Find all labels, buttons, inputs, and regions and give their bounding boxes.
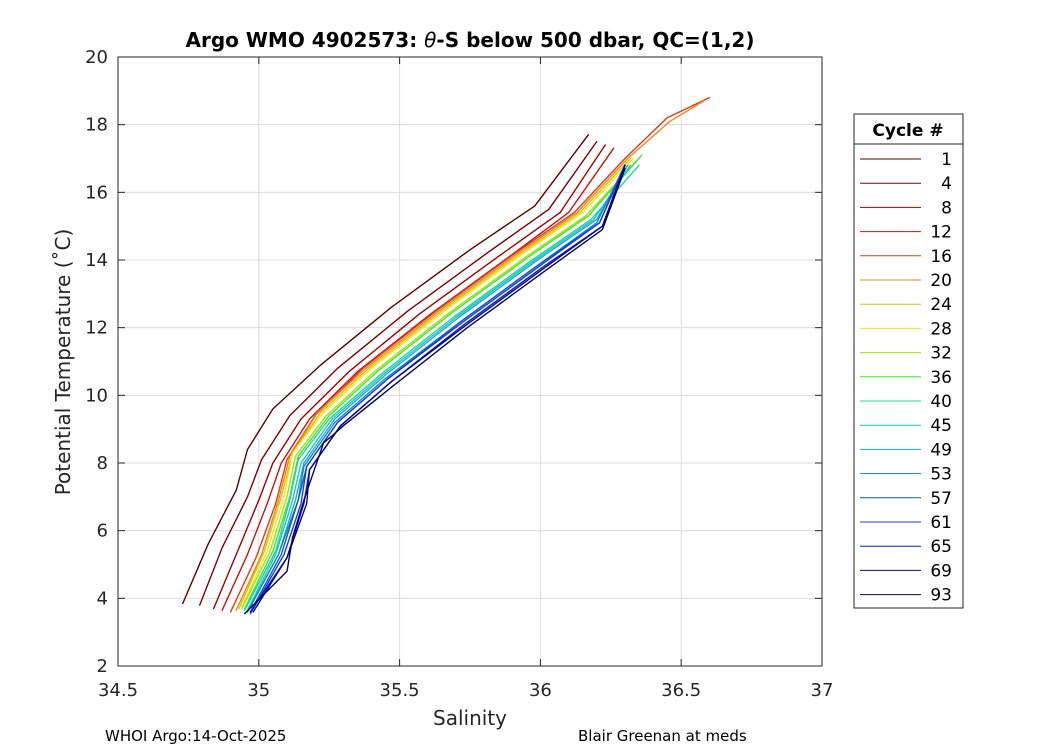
grid [117, 56, 823, 667]
legend-label-cycle-4: 4 [941, 174, 952, 194]
legend-label-cycle-57: 57 [930, 489, 952, 509]
legend-label-cycle-16: 16 [930, 247, 952, 267]
x-tick-label: 36 [529, 680, 552, 701]
x-tick-label: 34.5 [98, 680, 138, 701]
x-axis-label: Salinity [433, 706, 507, 730]
legend-label-cycle-61: 61 [930, 513, 952, 533]
y-tick-label: 18 [85, 115, 108, 136]
legend-label-cycle-93: 93 [930, 586, 952, 606]
x-tick-label: 37 [811, 680, 834, 701]
y-tick-labels: 2 4 6 8 10 12 14 16 18 20 [85, 47, 108, 677]
series-line-cycle-8 [213, 144, 606, 610]
legend-label-cycle-24: 24 [930, 295, 952, 315]
series-line-cycle-28 [241, 157, 634, 608]
legend-label-cycle-32: 32 [930, 344, 952, 364]
series-line-cycle-45 [246, 164, 632, 611]
legend-label-cycle-49: 49 [930, 440, 952, 460]
legend-label-cycle-53: 53 [930, 465, 952, 485]
y-tick-label: 20 [85, 47, 108, 68]
legend-label-cycle-69: 69 [930, 561, 952, 581]
y-tick-label: 2 [97, 656, 108, 677]
series-line-cycle-49 [246, 164, 629, 613]
y-tick-label: 12 [85, 318, 108, 339]
legend-entries: 1 4 8 12 16 20 24 28 32 36 40 45 49 53 57 61 65 69 93 [860, 150, 952, 606]
y-tick-label: 10 [85, 385, 108, 406]
legend-label-cycle-1: 1 [941, 150, 952, 170]
series-line-cycle-40 [244, 164, 640, 611]
y-tick-label: 4 [97, 588, 108, 609]
legend-label-cycle-40: 40 [930, 392, 952, 412]
series-line-cycle-24 [238, 157, 632, 610]
x-tick-label: 36.5 [661, 680, 701, 701]
footer-credit: Blair Greenan at meds [578, 727, 747, 745]
x-tick-labels: 34.5 35 35.5 36 36.5 37 [98, 680, 833, 701]
series-line-cycle-12 [221, 147, 615, 611]
plot-area [118, 57, 822, 666]
y-tick-label: 14 [85, 250, 108, 271]
series-line-cycle-61 [249, 164, 626, 615]
legend-label-cycle-28: 28 [930, 319, 952, 339]
legend-box [853, 113, 964, 609]
series-line-cycle-20 [235, 100, 705, 611]
legend-label-cycle-20: 20 [930, 271, 952, 291]
y-tick-label: 8 [97, 453, 108, 474]
axes-box [117, 56, 823, 667]
legend-title: Cycle # [872, 121, 943, 141]
y-axis-label: Potential Temperature (˚C) [51, 229, 75, 496]
series-line-cycle-4 [199, 140, 598, 606]
legend-label-cycle-65: 65 [930, 537, 952, 557]
series-line-cycle-36 [244, 154, 643, 610]
series-line-cycle-53 [246, 164, 626, 613]
series-line-cycle-32 [241, 161, 637, 610]
series-layer [182, 96, 711, 615]
series-line-cycle-1 [182, 134, 589, 605]
series-line-cycle-93 [244, 168, 626, 615]
x-tick-label: 35 [247, 680, 270, 701]
y-tick-label: 6 [97, 521, 108, 542]
legend-label-cycle-12: 12 [930, 223, 952, 243]
legend-label-cycle-36: 36 [930, 368, 952, 388]
y-tick-label: 16 [85, 182, 108, 203]
series-line-cycle-69 [252, 164, 626, 613]
x-tick-label: 35.5 [380, 680, 420, 701]
tick-marks [117, 56, 823, 667]
chart-title: Argo WMO 4902573: θ-S below 500 dbar, QC… [186, 28, 755, 52]
legend-label-cycle-45: 45 [930, 416, 952, 436]
legend-label-cycle-8: 8 [941, 198, 952, 218]
series-line-cycle-16 [229, 96, 711, 613]
legend: Cycle # 1 4 8 12 16 20 24 28 32 36 40 45 49 53 57 61 65 6… [853, 113, 964, 609]
footer-date: WHOI Argo:14-Oct-2025 [105, 727, 286, 745]
